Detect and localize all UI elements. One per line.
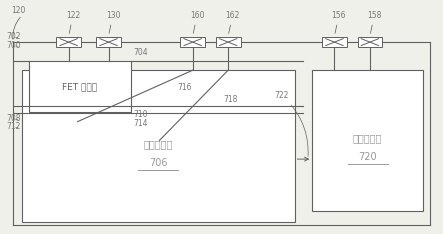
Text: 704: 704 <box>133 48 148 57</box>
Text: 160: 160 <box>190 11 204 33</box>
Bar <box>358 37 382 47</box>
Text: 710: 710 <box>133 110 148 119</box>
Text: 716: 716 <box>177 83 192 92</box>
Text: 720: 720 <box>358 152 377 162</box>
Text: 706: 706 <box>149 158 167 168</box>
Bar <box>312 70 423 211</box>
Text: 718: 718 <box>224 95 238 104</box>
Text: 158: 158 <box>367 11 381 33</box>
Text: 120: 120 <box>11 6 25 15</box>
Text: 700: 700 <box>7 41 21 50</box>
Text: 162: 162 <box>225 11 240 33</box>
Text: 156: 156 <box>332 11 346 33</box>
Bar <box>180 37 205 47</box>
Bar <box>322 37 347 47</box>
Bar <box>56 37 81 47</box>
Text: 714: 714 <box>133 119 148 128</box>
Text: 702: 702 <box>7 32 21 41</box>
Text: 130: 130 <box>106 11 120 33</box>
Text: 122: 122 <box>66 11 80 33</box>
Bar <box>96 37 121 47</box>
Text: 频率控制器: 频率控制器 <box>144 139 173 149</box>
Text: 712: 712 <box>7 122 21 131</box>
Text: 708: 708 <box>7 113 21 123</box>
Bar <box>22 70 295 222</box>
Bar <box>216 37 241 47</box>
Bar <box>29 61 131 112</box>
Text: 次级控制器: 次级控制器 <box>353 133 382 143</box>
Text: 722: 722 <box>275 91 308 156</box>
Text: FET 驱动器: FET 驱动器 <box>62 82 97 91</box>
